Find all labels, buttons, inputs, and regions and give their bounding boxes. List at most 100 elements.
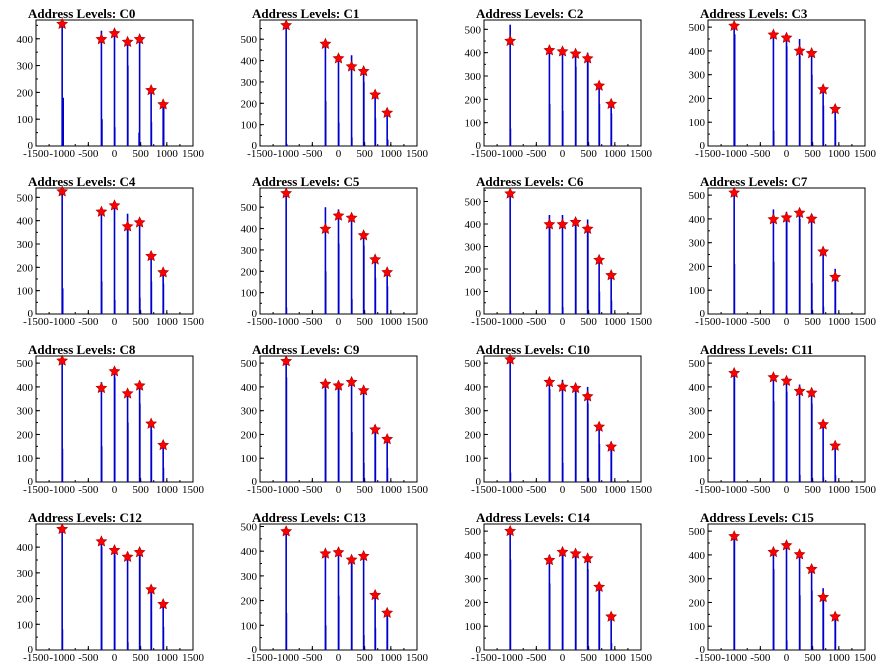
y-tick-label: 300 (241, 406, 258, 418)
peak-marker (829, 610, 842, 622)
y-tick-label: 0 (476, 644, 482, 656)
y-tick-label: 200 (465, 94, 482, 106)
x-tick-label: -1000 (273, 316, 299, 328)
peak-marker (728, 366, 741, 379)
x-tick-label: 500 (804, 652, 821, 664)
y-tick-label: 100 (689, 621, 706, 633)
y-tick-label: 300 (17, 568, 34, 580)
peak-marker (280, 187, 293, 199)
y-tick-label: 400 (465, 382, 482, 394)
peak-marker (332, 379, 345, 391)
x-tick-label: -500 (750, 652, 771, 664)
peak-marker (767, 28, 780, 40)
peak-marker (805, 386, 818, 398)
x-tick-label: -1000 (49, 484, 75, 496)
x-tick-label: 1500 (630, 148, 653, 160)
peak-marker (319, 547, 332, 559)
peak-marker (133, 33, 146, 45)
y-tick-label: 400 (241, 546, 258, 558)
peak-marker (767, 545, 780, 558)
peak-marker (767, 371, 780, 383)
y-tick-label: 200 (689, 93, 706, 105)
x-tick-label: 1000 (380, 148, 403, 160)
peak-marker (108, 27, 121, 39)
chart-panel: Address Levels: C1 100 200 300 400 500 0 -1500-… (224, 0, 448, 168)
y-tick-label: 0 (28, 644, 34, 656)
chart-panel: Address Levels: C5 100 200 300 400 500 0 -1500-… (224, 168, 448, 336)
peak-marker (332, 52, 345, 64)
x-tick-label: 1000 (604, 652, 627, 664)
y-tick-label: 100 (465, 118, 482, 130)
x-tick-label: 0 (784, 652, 790, 664)
x-tick-label: 0 (560, 316, 566, 328)
x-tick-label: 1000 (604, 316, 627, 328)
x-tick-label: 500 (356, 652, 373, 664)
peak-marker (157, 438, 170, 451)
x-tick-label: -500 (78, 652, 99, 664)
y-tick-label: 0 (252, 308, 258, 320)
peak-marker (569, 215, 582, 228)
peak-marker (145, 84, 158, 96)
x-tick-label: 0 (336, 316, 342, 328)
peak-marker (605, 97, 618, 110)
chart-title: Address Levels: C15 (700, 510, 814, 525)
y-tick-label: 300 (17, 61, 34, 73)
peak-marker (56, 354, 69, 366)
peak-marker (556, 380, 569, 392)
x-tick-label: -1500 (471, 652, 497, 664)
x-tick-label: -1000 (721, 148, 747, 160)
y-tick-label: 200 (17, 594, 34, 606)
x-tick-label: -1000 (497, 148, 523, 160)
peak-marker (569, 381, 582, 394)
peak-marker (157, 597, 170, 610)
peak-marker (145, 583, 158, 595)
y-tick-label: 300 (465, 406, 482, 418)
y-tick-label: 100 (241, 120, 258, 132)
peak-marker (829, 439, 842, 451)
chart-title: Address Levels: C10 (476, 342, 590, 357)
y-tick-label: 100 (241, 453, 258, 465)
chart-title: Address Levels: C0 (28, 6, 136, 21)
peak-marker (543, 375, 556, 388)
peak-marker (357, 549, 370, 562)
x-tick-label: -1500 (471, 316, 497, 328)
peak-marker (593, 253, 606, 266)
peak-marker (95, 381, 108, 394)
chart-panel: Address Levels: C7 100 200 300 400 500 0 -1500-… (672, 168, 896, 336)
x-tick-label: 1000 (828, 652, 851, 664)
x-tick-label: 0 (560, 148, 566, 160)
x-tick-label: 0 (112, 652, 118, 664)
chart-title: Address Levels: C14 (476, 510, 590, 525)
y-tick-label: 300 (689, 574, 706, 586)
y-tick-label: 400 (17, 382, 34, 394)
x-tick-label: 1000 (828, 148, 851, 160)
x-tick-label: -1000 (273, 148, 299, 160)
peak-marker (145, 249, 158, 262)
peak-marker (369, 253, 382, 265)
x-tick-label: 500 (356, 148, 373, 160)
chart-title: Address Levels: C9 (252, 342, 360, 357)
peak-marker (767, 213, 780, 225)
peak-marker (817, 590, 830, 603)
x-tick-label: -500 (526, 316, 547, 328)
chart-title: Address Levels: C1 (252, 6, 360, 21)
y-tick-label: 0 (252, 644, 258, 656)
chart-panel: Address Levels: C9 100 200 300 400 500 0 -1500-… (224, 336, 448, 504)
peak-marker (793, 206, 806, 219)
x-tick-label: -1500 (23, 484, 49, 496)
x-tick-label: 500 (132, 148, 149, 160)
x-tick-label: 0 (784, 484, 790, 496)
y-tick-label: 500 (17, 358, 34, 370)
peak-marker (319, 222, 332, 235)
peak-marker (504, 187, 517, 199)
y-tick-label: 300 (689, 238, 706, 250)
peak-marker (280, 19, 293, 31)
y-tick-label: 100 (465, 287, 482, 299)
peak-marker (133, 546, 146, 558)
y-tick-label: 100 (465, 453, 482, 465)
x-tick-label: -500 (78, 148, 99, 160)
